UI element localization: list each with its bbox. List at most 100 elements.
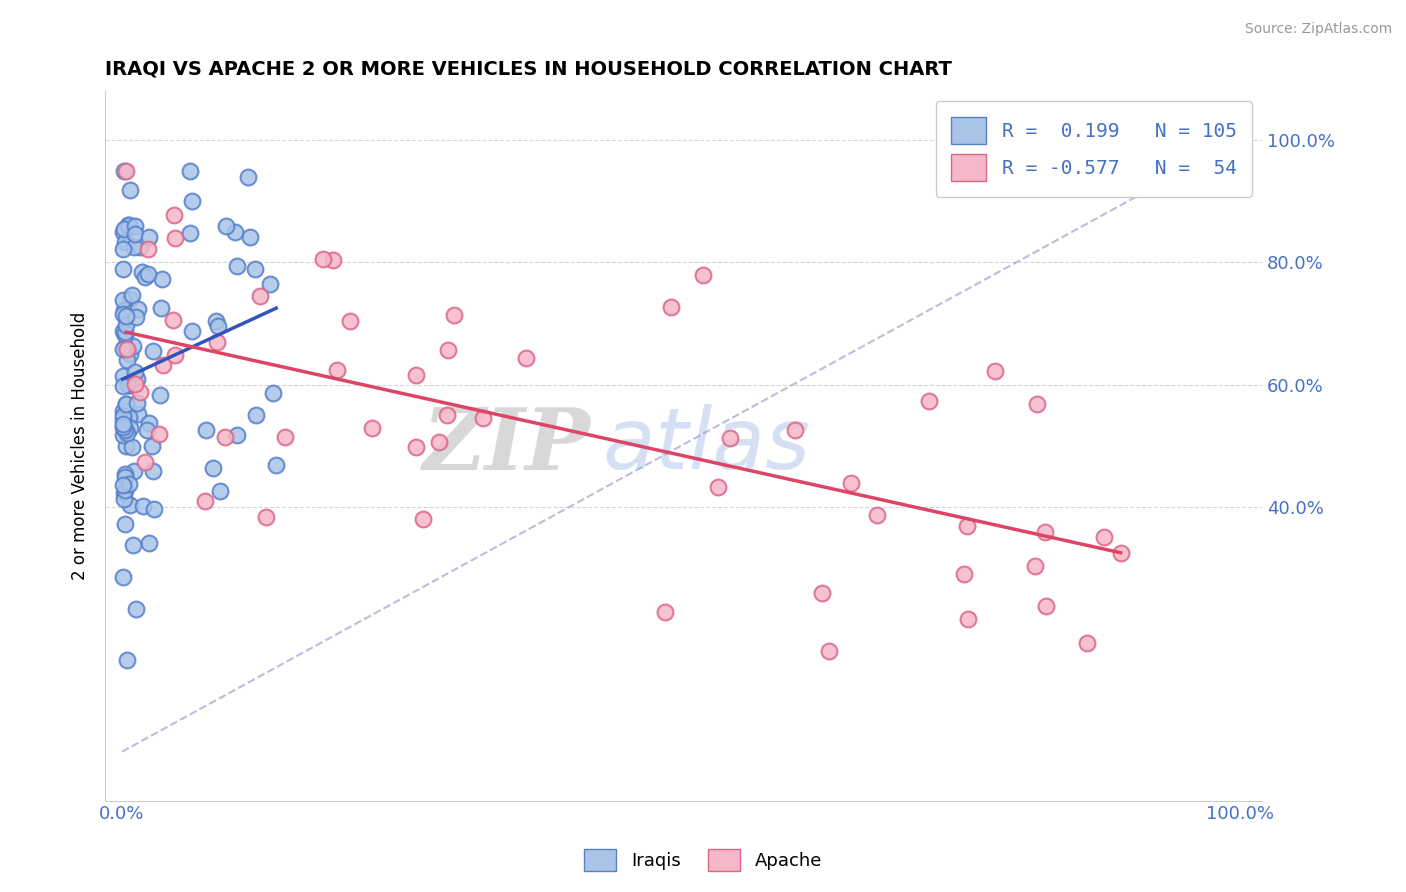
Point [654, 605, 676, 619]
Point [136, 242, 159, 256]
Point [112, 420, 135, 434]
Point [264, 458, 287, 473]
Point [150, 272, 173, 286]
Point [115, 439, 138, 453]
Point [112, 421, 135, 435]
Point [1026, 397, 1049, 411]
Point [118, 477, 141, 491]
Point [122, 464, 145, 478]
Point [692, 268, 714, 282]
Point [148, 427, 170, 442]
Point [195, 423, 218, 437]
Point [138, 416, 160, 430]
Point [124, 377, 146, 392]
Point [111, 368, 134, 383]
Point [115, 318, 138, 332]
Point [841, 476, 863, 491]
Point [225, 259, 247, 273]
Point [142, 464, 165, 478]
Point [214, 430, 236, 444]
Point [142, 501, 165, 516]
Point [149, 301, 172, 315]
Point [179, 226, 201, 240]
Point [436, 409, 458, 423]
Point [115, 163, 138, 178]
Point [443, 309, 465, 323]
Point [112, 163, 135, 178]
Point [111, 307, 134, 321]
Point [127, 407, 149, 421]
Point [112, 242, 135, 256]
Point [866, 508, 889, 522]
Point [120, 347, 142, 361]
Point [120, 183, 142, 197]
Point [179, 163, 201, 178]
Point [125, 310, 148, 324]
Point [361, 421, 384, 435]
Point [111, 293, 134, 308]
Point [181, 324, 204, 338]
Point [112, 492, 135, 507]
Point [114, 340, 136, 354]
Text: Source: ZipAtlas.com: Source: ZipAtlas.com [1244, 22, 1392, 37]
Point [112, 421, 135, 435]
Point [138, 535, 160, 549]
Point [115, 342, 138, 356]
Point [124, 365, 146, 379]
Point [111, 409, 134, 424]
Point [117, 378, 139, 392]
Point [117, 220, 139, 235]
Point [339, 314, 361, 328]
Point [117, 219, 139, 233]
Point [117, 353, 139, 368]
Point [112, 303, 135, 318]
Point [259, 277, 281, 291]
Point [125, 602, 148, 616]
Point [311, 252, 333, 267]
Point [245, 408, 267, 422]
Point [117, 410, 139, 425]
Point [114, 469, 136, 483]
Point [254, 510, 277, 524]
Point [918, 394, 941, 409]
Point [121, 440, 143, 454]
Point [111, 379, 134, 393]
Point [194, 494, 217, 508]
Point [112, 404, 135, 418]
Point [1092, 529, 1115, 543]
Point [718, 430, 741, 444]
Point [120, 498, 142, 512]
Point [131, 265, 153, 279]
Point [243, 262, 266, 277]
Point [112, 412, 135, 426]
Point [134, 269, 156, 284]
Point [118, 378, 141, 392]
Point [136, 423, 159, 437]
Point [205, 335, 228, 350]
Point [129, 384, 152, 399]
Point [138, 229, 160, 244]
Point [1109, 546, 1132, 560]
Point [205, 314, 228, 328]
Point [165, 347, 187, 361]
Point [125, 372, 148, 386]
Point [224, 225, 246, 239]
Point [111, 417, 134, 431]
Point [125, 396, 148, 410]
Point [262, 385, 284, 400]
Point [115, 397, 138, 411]
Point [122, 240, 145, 254]
Point [1035, 599, 1057, 613]
Point [111, 478, 134, 492]
Point [207, 319, 229, 334]
Point [127, 301, 149, 316]
Point [142, 344, 165, 359]
Legend: R =  0.199   N = 105, R = -0.577   N =  54: R = 0.199 N = 105, R = -0.577 N = 54 [935, 101, 1253, 197]
Point [405, 440, 427, 454]
Point [322, 253, 344, 268]
Point [515, 351, 537, 365]
Point [249, 289, 271, 303]
Point [124, 227, 146, 241]
Point [112, 409, 135, 423]
Legend: Iraqis, Apache: Iraqis, Apache [576, 842, 830, 879]
